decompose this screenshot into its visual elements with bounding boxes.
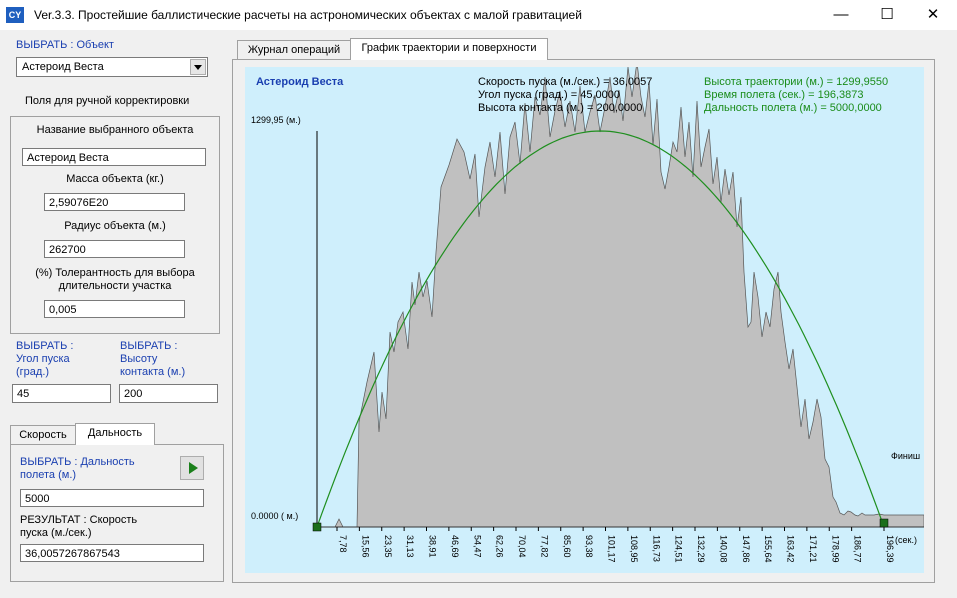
finish-marker [879, 518, 889, 528]
radius-field[interactable]: 262700 [44, 240, 185, 258]
mass-label: Масса объекта (кг.) [66, 173, 164, 185]
x-tick-label: 38,91 [428, 535, 438, 558]
x-tick-label: 54,47 [472, 535, 482, 558]
title-bar: CY Ver.3.3. Простейшие баллистические ра… [0, 0, 957, 30]
x-tick-label: 140,08 [718, 535, 728, 563]
angle-label: ВЫБРАТЬ : [16, 340, 74, 352]
height-label: ВЫБРАТЬ : [120, 340, 178, 352]
flight-distance-info: Дальность полета (м.) = 5000,0000 [704, 102, 882, 114]
tab-range[interactable]: Дальность [75, 423, 155, 445]
angle-field[interactable]: 45 [12, 384, 111, 403]
trajectory-curve [316, 130, 885, 528]
x-tick-label: 15,56 [360, 535, 370, 558]
x-tick-label: 7,78 [338, 535, 348, 553]
x-tick-label: 93,38 [584, 535, 594, 558]
flight-time-info: Время полета (сек.) = 196,3873 [704, 89, 864, 101]
name-label: Название выбранного объекта [36, 124, 194, 136]
angle-label-3: (град.) [16, 366, 50, 378]
dropdown-button[interactable] [190, 59, 206, 75]
range-field[interactable]: 5000 [20, 489, 204, 507]
chevron-down-icon [194, 65, 202, 70]
height-label-3: контакта (м.) [120, 366, 186, 378]
calculate-button[interactable] [180, 456, 204, 480]
app-icon: CY [6, 7, 24, 23]
tab-operations-log[interactable]: Журнал операций [237, 40, 351, 60]
tolerance-label: (%) Толерантность для выбора [35, 267, 195, 279]
x-unit-label: (сек.) [895, 535, 917, 545]
x-tick-label: 124,51 [674, 535, 684, 563]
trajectory-plot: 7,78 15,56 23,35 31,13 38,91 46,69 54,47 62,26 7… [245, 67, 924, 573]
x-tick-label: 77,82 [539, 535, 549, 558]
tolerance-field[interactable]: 0,005 [44, 300, 185, 318]
name-field[interactable]: Астероид Веста [22, 148, 206, 166]
tolerance-label-2: длительности участка [58, 280, 172, 292]
speed-info: Скорость пуска (м./сек.) = 36,0057 [478, 76, 653, 88]
manual-fields-panel: Название выбранного объекта Астероид Вес… [10, 116, 220, 334]
select-object-label: ВЫБРАТЬ : Объект [16, 39, 114, 51]
x-tick-label: 132,29 [696, 535, 706, 563]
x-tick-label: 171,21 [808, 535, 818, 563]
height-label-2: Высоту [120, 353, 158, 365]
result-label: РЕЗУЛЬТАТ : Скорость [20, 514, 138, 526]
x-tick-label: 46,69 [450, 535, 460, 558]
manual-fields-label: Поля для ручной корректировки [25, 95, 190, 107]
x-tick-label: 23,35 [383, 535, 393, 558]
object-select[interactable]: Астероид Веста [16, 57, 208, 77]
result-label-2: пуска (м./сек.) [20, 527, 92, 539]
x-tick-label: 178,99 [830, 535, 840, 563]
window-title: Ver.3.3. Простейшие баллистические расче… [34, 8, 582, 22]
x-tick-label: 116,73 [651, 535, 661, 562]
result-field[interactable]: 36,0057267867543 [20, 544, 204, 562]
y-min-label: 0.0000 ( м.) [251, 511, 299, 521]
contact-height-field[interactable]: 200 [119, 384, 218, 403]
angle-info: Угол пуска (град.) = 45,0000 [478, 89, 621, 101]
x-tick-label: 186,77 [853, 535, 863, 563]
radius-label: Радиус объекта (м.) [64, 220, 166, 232]
x-tick-label: 196,39 [885, 535, 895, 563]
plot-object-title: Астероид Веста [256, 76, 344, 88]
trajectory-height-info: Высота траектории (м.) = 1299,9550 [704, 76, 889, 88]
start-marker [312, 522, 322, 532]
tab-speed[interactable]: Скорость [10, 425, 76, 445]
object-select-value: Астероид Веста [22, 61, 104, 73]
x-tick-label: 70,04 [517, 535, 527, 558]
x-tick-label: 101,17 [607, 535, 617, 563]
range-label: ВЫБРАТЬ : Дальность [20, 456, 135, 468]
x-tick-label: 163,42 [786, 535, 796, 563]
finish-label: Финиш [891, 451, 921, 461]
close-button[interactable]: ✕ [926, 6, 940, 23]
x-tick-label: 147,86 [741, 535, 751, 563]
mass-field[interactable]: 2,59076E20 [44, 193, 185, 211]
x-tick-label: 62,26 [495, 535, 505, 558]
range-label-2: полета (м.) [20, 469, 77, 481]
maximize-button[interactable]: ☐ [880, 6, 894, 23]
surface-profile [317, 67, 924, 528]
x-tick-label: 85,60 [562, 535, 572, 558]
contact-height-info: Высота контакта (м.) = 200,0000 [478, 102, 643, 114]
minimize-button[interactable]: — [833, 6, 849, 23]
x-tick-label: 108,95 [629, 535, 639, 563]
x-tick-label: 155,64 [763, 535, 773, 563]
play-icon [189, 462, 198, 474]
tab-trajectory-chart[interactable]: График траектории и поверхности [350, 38, 548, 60]
range-tab-page: ВЫБРАТЬ : Дальность полета (м.) 5000 РЕЗ… [10, 444, 224, 582]
x-tick-label: 31,13 [405, 535, 415, 558]
y-max-label: 1299,95 (м.) [251, 115, 301, 125]
trajectory-chart-svg: 7,78 15,56 23,35 31,13 38,91 46,69 54,47 62,26 7… [312, 67, 924, 563]
angle-label-2: Угол пуска [16, 353, 70, 365]
